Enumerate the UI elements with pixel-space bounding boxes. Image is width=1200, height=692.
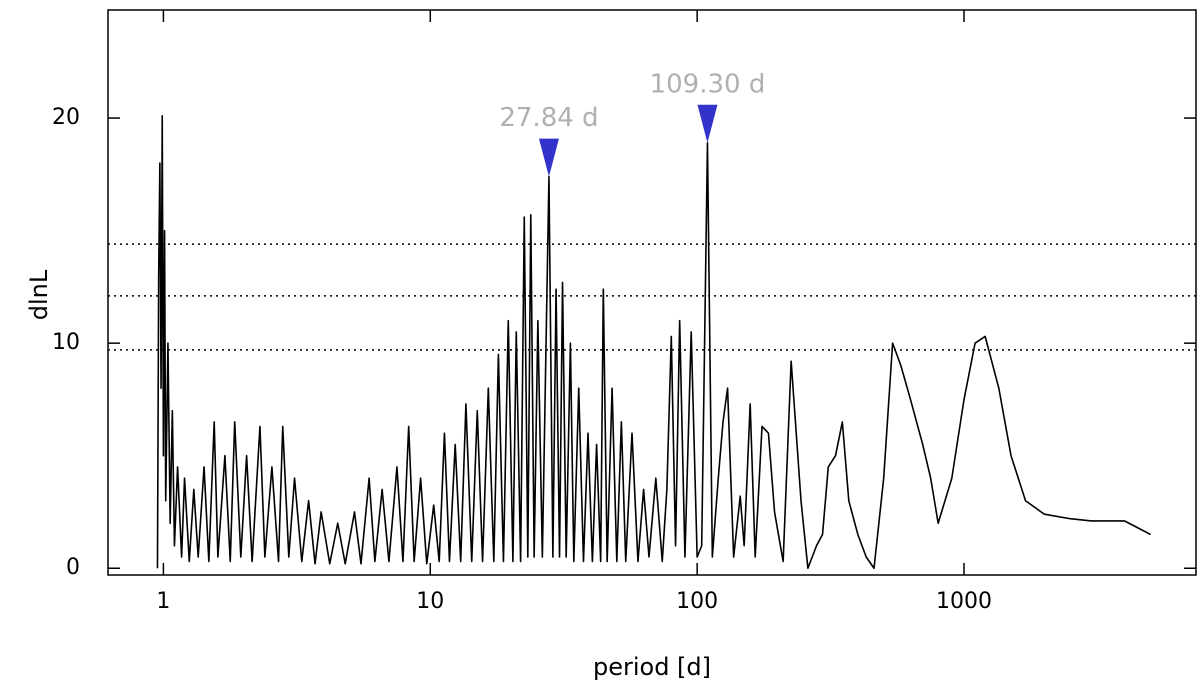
- peak-label: 27.84 d: [499, 103, 598, 133]
- peak-label: 109.30 d: [650, 69, 766, 99]
- y-axis-label: dlnL: [25, 269, 53, 320]
- peak-marker: [697, 104, 718, 143]
- y-tick-label: 10: [52, 330, 80, 355]
- periodogram-line: [156, 115, 1151, 570]
- peak-marker: [538, 138, 559, 177]
- x-tick-label: 1000: [936, 589, 992, 614]
- x-tick-label: 10: [416, 589, 444, 614]
- x-tick-label: 1: [156, 589, 170, 614]
- plot-frame: [107, 9, 1197, 576]
- x-tick-label: 100: [676, 589, 718, 614]
- y-tick-label: 0: [66, 555, 80, 580]
- y-tick-label: 20: [52, 105, 80, 130]
- x-axis-label: period [d]: [593, 653, 711, 681]
